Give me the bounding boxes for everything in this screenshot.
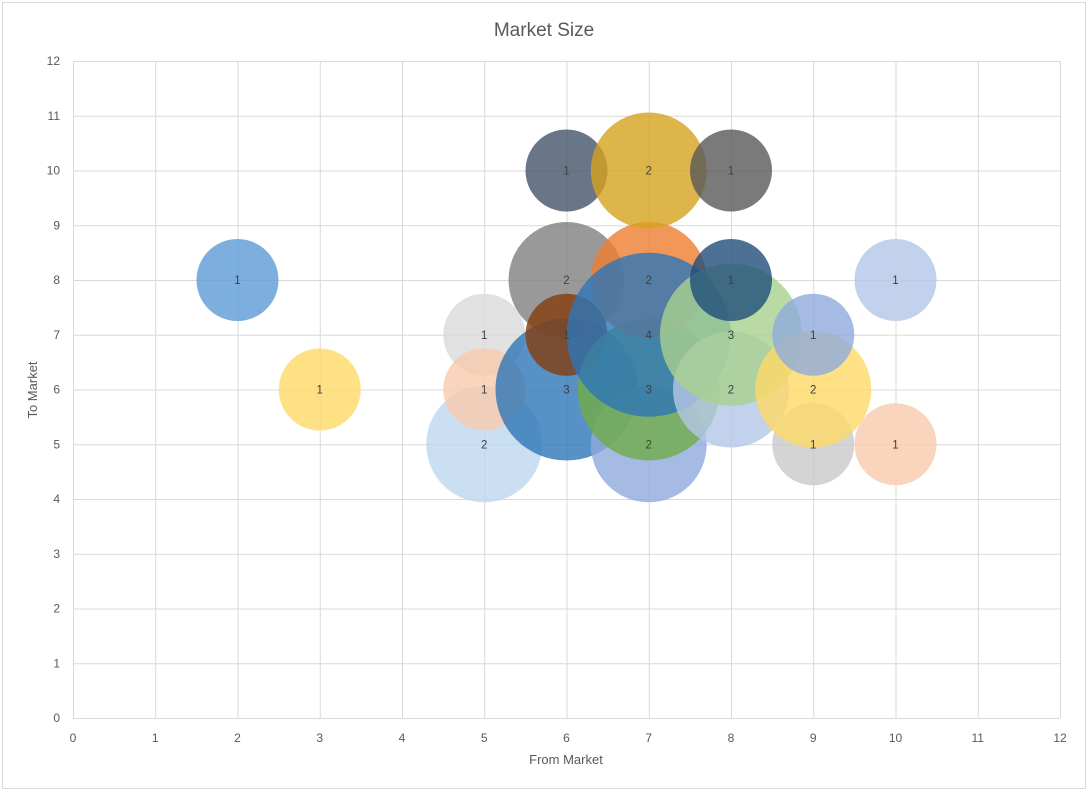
x-tick-label: 7: [645, 731, 652, 745]
bubble-data-label: 1: [481, 330, 487, 342]
x-tick-label: 4: [399, 731, 406, 745]
bubble: [278, 348, 361, 431]
x-tick-label: 6: [563, 731, 570, 745]
y-tick-label: 2: [53, 602, 60, 616]
y-tick-label: 6: [53, 383, 60, 397]
bubble-data-label: 1: [892, 275, 898, 287]
y-tick-label: 11: [48, 109, 61, 123]
bubble-data-label: 1: [317, 385, 323, 397]
x-tick-label: 1: [152, 731, 159, 745]
y-tick-label: 7: [53, 328, 60, 342]
x-tick-label: 2: [234, 731, 241, 745]
bubble-data-label: 3: [563, 385, 569, 397]
y-axis-title: To Market: [25, 361, 40, 418]
bubble-data-label: 1: [810, 330, 816, 342]
bubble-data-label: 2: [646, 275, 652, 287]
y-tick-label: 4: [53, 492, 60, 506]
gridlines: [73, 61, 1061, 719]
bubble: [854, 239, 937, 321]
bubble-data-label: 2: [810, 385, 816, 397]
bubble-data-label: 1: [892, 439, 898, 451]
x-axis-title: From Market: [529, 752, 603, 767]
y-tick-label: 9: [53, 218, 60, 232]
bubble-data-label: 2: [563, 275, 569, 287]
bubble: [854, 403, 937, 486]
bubble-labels: 1 1 2 1 1 1 2 3 1 2 3 2 4 2 2 3 1 1 1 2 1 1 1: [234, 166, 898, 452]
bubble-data-label: 3: [646, 385, 652, 397]
bubble: [525, 129, 608, 212]
bubble-data-label: 1: [481, 385, 487, 397]
bubble-data-label: 1: [728, 166, 734, 178]
bubble-data-label: 2: [481, 439, 487, 451]
bubble: [772, 293, 855, 376]
bubble-data-label: 1: [810, 439, 816, 451]
x-tick-label: 8: [728, 731, 735, 745]
bubble-data-label: 1: [563, 330, 569, 342]
bubble-data-label: 3: [728, 330, 734, 342]
bubble-data-label: 4: [646, 330, 653, 342]
bubble: [590, 112, 707, 229]
bubble: [196, 239, 279, 321]
bubble-data-label: 1: [563, 166, 569, 178]
x-tick-label: 5: [481, 731, 488, 745]
bubble-data-label: 1: [234, 275, 240, 287]
chart-title: Market Size: [494, 20, 594, 41]
bubble-data-label: 1: [728, 275, 734, 287]
bubble-data-label: 2: [646, 439, 652, 451]
bubble: [690, 239, 772, 321]
y-tick-label: 8: [53, 273, 60, 287]
bubble-data-label: 2: [728, 385, 734, 397]
bubbles: [196, 112, 937, 503]
x-tick-label: 12: [1053, 731, 1067, 745]
x-tick-label: 10: [889, 731, 903, 745]
y-tick-label: 1: [53, 656, 60, 670]
bubble-data-label: 2: [646, 166, 652, 178]
y-tick-label: 12: [47, 54, 61, 68]
x-tick-label: 11: [972, 731, 985, 745]
y-tick-label: 3: [53, 547, 60, 561]
y-tick-label: 0: [53, 711, 60, 725]
bubble: [690, 129, 772, 212]
y-tick-label: 10: [47, 164, 61, 178]
x-tick-label: 9: [810, 731, 817, 745]
y-tick-label: 5: [53, 437, 60, 451]
x-tick-label: 3: [316, 731, 323, 745]
x-tick-label: 0: [70, 731, 77, 745]
